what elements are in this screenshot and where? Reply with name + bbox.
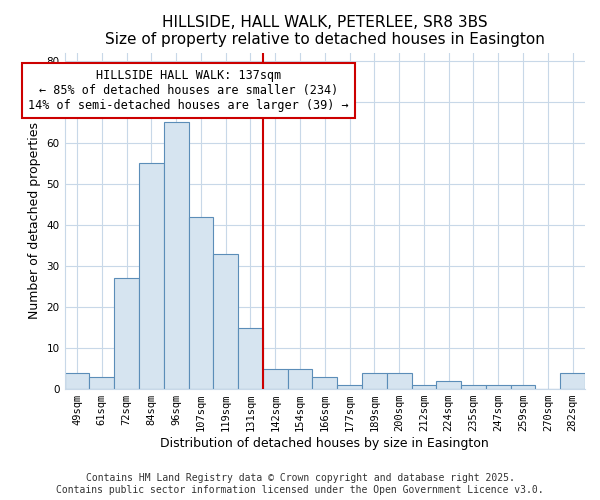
Bar [238, 328, 263, 389]
Bar [313, 377, 337, 389]
Bar [287, 368, 313, 389]
Bar [412, 385, 436, 389]
Bar [213, 254, 238, 389]
Title: HILLSIDE, HALL WALK, PETERLEE, SR8 3BS
Size of property relative to detached hou: HILLSIDE, HALL WALK, PETERLEE, SR8 3BS S… [105, 15, 545, 48]
Bar [362, 372, 387, 389]
Bar [436, 381, 461, 389]
Text: HILLSIDE HALL WALK: 137sqm
← 85% of detached houses are smaller (234)
14% of sem: HILLSIDE HALL WALK: 137sqm ← 85% of deta… [28, 69, 349, 112]
Bar [387, 372, 412, 389]
Text: Contains HM Land Registry data © Crown copyright and database right 2025.
Contai: Contains HM Land Registry data © Crown c… [56, 474, 544, 495]
X-axis label: Distribution of detached houses by size in Easington: Distribution of detached houses by size … [160, 437, 489, 450]
Bar [337, 385, 362, 389]
Bar [89, 377, 114, 389]
Bar [188, 217, 213, 389]
Bar [263, 368, 287, 389]
Bar [560, 372, 585, 389]
Bar [461, 385, 486, 389]
Bar [511, 385, 535, 389]
Bar [164, 122, 188, 389]
Bar [139, 164, 164, 389]
Bar [65, 372, 89, 389]
Bar [486, 385, 511, 389]
Bar [114, 278, 139, 389]
Y-axis label: Number of detached properties: Number of detached properties [28, 122, 41, 320]
